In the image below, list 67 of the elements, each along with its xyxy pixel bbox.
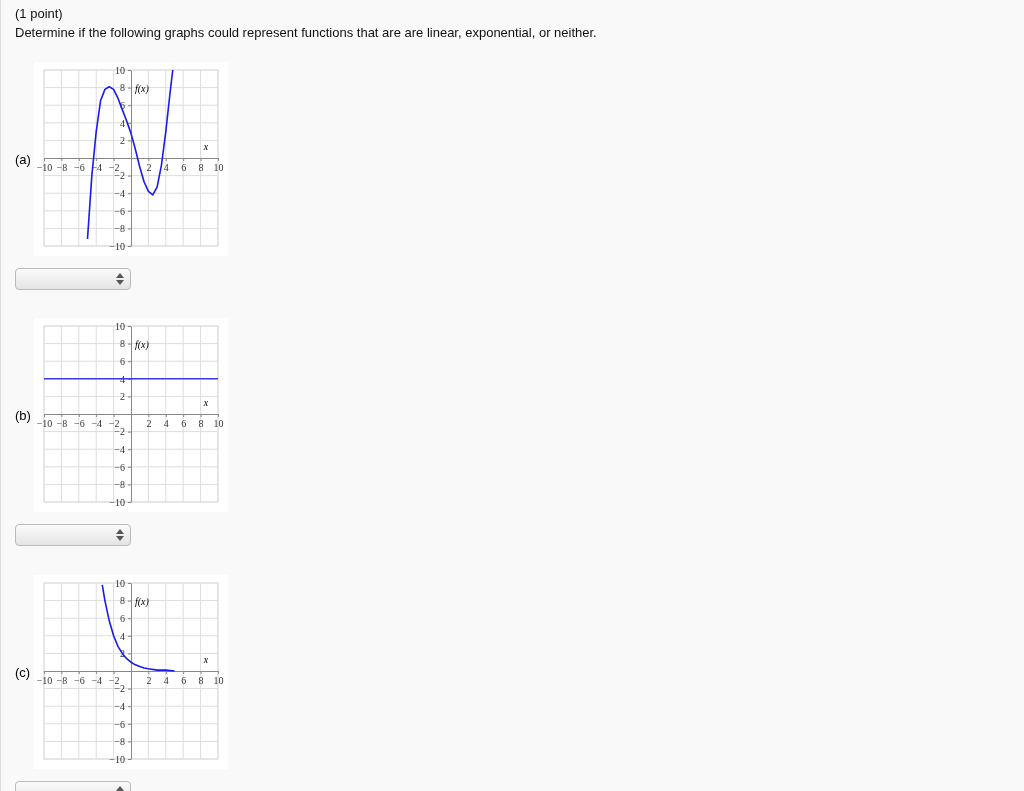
y-axis-title: f(x): [135, 596, 150, 608]
y-tick-label: −10: [109, 496, 125, 508]
text: Determine if the following graphs could represent functions that are are linear, exponential, or neither.: [15, 25, 597, 40]
y-tick-label: 10: [115, 320, 125, 332]
x-tick-label: −4: [91, 418, 103, 430]
y-tick-label: −4: [114, 443, 125, 455]
y-tick-label: 6: [120, 355, 125, 367]
y-tick-label: 10: [115, 577, 125, 589]
y-tick-label: −2: [114, 426, 125, 438]
x-tick-label: −10: [36, 675, 53, 687]
x-axis-title: x: [202, 654, 209, 665]
x-tick-label: −6: [73, 418, 85, 430]
x-tick-label: 6: [181, 162, 187, 174]
x-tick-label: 8: [198, 162, 204, 174]
y-tick-label: −4: [114, 187, 125, 199]
x-tick-label: 4: [163, 675, 169, 687]
y-tick-label: 2: [120, 391, 125, 403]
y-tick-label: 4: [120, 117, 125, 129]
x-tick-label: −8: [56, 162, 68, 174]
y-axis-title: f(x): [135, 339, 150, 351]
x-tick-label: −6: [73, 675, 85, 687]
x-tick-label: −10: [36, 162, 53, 174]
text: (a): [15, 152, 31, 167]
y-tick-label: 8: [120, 82, 125, 94]
x-tick-label: −4: [91, 162, 103, 174]
x-tick-label: 10: [213, 418, 224, 430]
x-tick-label: 2: [146, 675, 152, 687]
x-tick-label: −8: [56, 675, 68, 687]
x-tick-label: 4: [163, 418, 169, 430]
y-tick-label: 2: [120, 135, 125, 147]
x-tick-label: 10: [213, 675, 224, 687]
x-tick-label: 6: [181, 418, 187, 430]
y-tick-label: −2: [114, 170, 125, 182]
x-tick-label: 2: [146, 418, 152, 430]
y-tick-label: −8: [114, 223, 125, 235]
y-tick-label: 8: [120, 595, 125, 607]
x-tick-label: −10: [36, 418, 53, 430]
x-axis-title: x: [202, 141, 209, 152]
y-tick-label: 8: [120, 338, 125, 350]
x-tick-label: 6: [181, 675, 187, 687]
y-tick-label: −10: [109, 753, 125, 765]
x-tick-label: −8: [56, 418, 68, 430]
x-tick-label: 2: [146, 162, 152, 174]
y-tick-label: −6: [114, 718, 125, 730]
y-tick-label: −6: [114, 461, 125, 473]
y-tick-label: −8: [114, 736, 125, 748]
line-series: [86, 69, 174, 240]
y-axis-title: f(x): [135, 83, 150, 95]
chart-title: (1 point): [15, 6, 63, 21]
x-tick-label: 10: [213, 162, 224, 174]
y-tick-label: −2: [114, 683, 125, 695]
x-tick-label: −6: [73, 162, 85, 174]
y-tick-label: −4: [114, 700, 125, 712]
x-tick-label: −4: [91, 675, 103, 687]
y-tick-label: −10: [109, 240, 125, 252]
text: (c): [15, 665, 31, 680]
x-axis-title: x: [202, 397, 209, 408]
y-tick-label: 6: [120, 612, 125, 624]
x-tick-label: 4: [163, 162, 169, 174]
y-tick-label: 2: [120, 648, 125, 660]
y-tick-label: 4: [120, 630, 125, 642]
x-tick-label: 8: [198, 418, 204, 430]
x-tick-label: 8: [198, 675, 204, 687]
y-tick-label: −6: [114, 205, 125, 217]
y-tick-label: −8: [114, 479, 125, 491]
text: (b): [15, 408, 31, 423]
y-tick-label: 10: [115, 64, 125, 76]
